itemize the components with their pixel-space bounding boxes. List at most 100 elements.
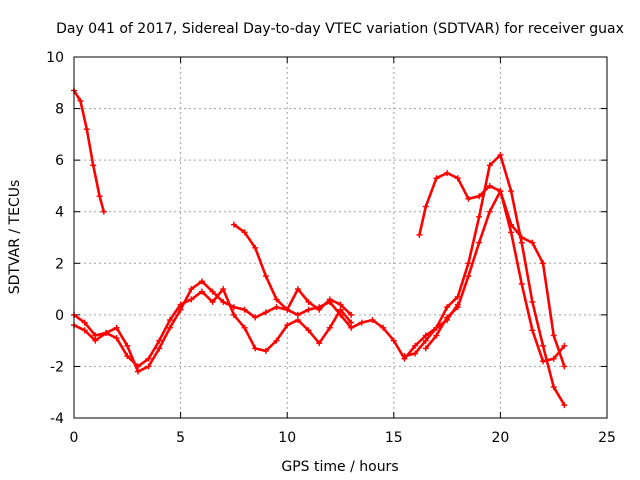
data-point <box>92 337 99 344</box>
data-point <box>294 311 301 318</box>
series-arc-c <box>71 286 355 370</box>
data-point <box>508 188 515 195</box>
data-point <box>444 170 451 177</box>
data-point <box>284 306 291 313</box>
data-point <box>262 347 269 354</box>
data-point <box>166 324 173 331</box>
chart-title: Day 041 of 2017, Sidereal Day-to-day VTE… <box>56 21 624 37</box>
data-point <box>433 332 440 339</box>
data-series <box>71 87 568 409</box>
y-tick-labels: -4 -2 0 2 4 6 8 10 <box>46 50 64 427</box>
data-point <box>433 175 440 182</box>
grid-lines <box>74 57 607 418</box>
y-tick-label: -4 <box>50 411 64 427</box>
data-point <box>422 332 429 339</box>
data-point <box>100 208 107 215</box>
y-tick-label: 0 <box>55 308 64 324</box>
x-tick-label: 25 <box>598 430 616 446</box>
data-point <box>326 296 333 303</box>
data-point <box>444 304 451 311</box>
x-tick-label: 10 <box>278 430 296 446</box>
data-point <box>540 260 547 267</box>
y-axis-title: SDTVAR / TECUs <box>7 180 23 295</box>
data-point <box>252 244 259 251</box>
series-line <box>232 223 353 317</box>
data-point <box>273 304 280 311</box>
y-tick-label: 10 <box>46 50 64 66</box>
data-point <box>401 353 408 360</box>
data-point <box>305 306 312 313</box>
data-point <box>294 286 301 293</box>
data-point <box>348 319 355 326</box>
data-point <box>177 306 184 313</box>
data-point <box>220 286 227 293</box>
data-point <box>145 355 152 362</box>
data-point <box>348 311 355 318</box>
data-point <box>241 229 248 236</box>
data-point <box>188 286 195 293</box>
data-point <box>465 260 472 267</box>
y-tick-label: 8 <box>55 102 64 118</box>
series-arc-g <box>422 188 568 370</box>
data-point <box>273 296 280 303</box>
data-point <box>550 355 557 362</box>
y-tick-label: 2 <box>55 256 64 272</box>
y-tick-label: -2 <box>50 359 64 375</box>
x-tick-label: 0 <box>70 430 79 446</box>
data-point <box>486 182 493 189</box>
data-point <box>156 337 163 344</box>
data-point <box>518 280 525 287</box>
data-point <box>550 384 557 391</box>
y-tick-label: 4 <box>55 205 64 221</box>
data-point <box>433 324 440 331</box>
data-point <box>540 358 547 365</box>
data-point <box>102 329 109 336</box>
data-point <box>422 203 429 210</box>
data-point <box>358 319 365 326</box>
data-point <box>390 337 397 344</box>
data-point <box>529 298 536 305</box>
data-point <box>380 324 387 331</box>
data-point <box>262 309 269 316</box>
series-arc-b <box>71 278 461 375</box>
data-point <box>220 298 227 305</box>
data-point <box>316 340 323 347</box>
data-point <box>454 293 461 300</box>
data-point <box>294 317 301 324</box>
data-point <box>81 327 88 334</box>
data-point <box>305 298 312 305</box>
series-arc-d <box>230 221 355 318</box>
data-point <box>550 332 557 339</box>
data-point <box>124 353 131 360</box>
data-point <box>230 311 237 318</box>
data-point <box>209 298 216 305</box>
data-point <box>337 301 344 308</box>
data-point <box>209 288 216 295</box>
data-point <box>177 301 184 308</box>
data-point <box>465 273 472 280</box>
data-point <box>454 304 461 311</box>
data-point <box>486 162 493 169</box>
data-point <box>156 345 163 352</box>
data-point <box>198 278 205 285</box>
x-tick-label: 5 <box>176 430 185 446</box>
data-point <box>454 175 461 182</box>
data-point <box>529 327 536 334</box>
x-axis-title: GPS time / hours <box>281 459 398 475</box>
data-point <box>262 273 269 280</box>
data-point <box>145 363 152 370</box>
data-point <box>508 221 515 228</box>
data-point <box>134 363 141 370</box>
data-point <box>337 306 344 313</box>
data-point <box>92 332 99 339</box>
y-tick-label: 6 <box>55 153 64 169</box>
series-arc-f <box>401 151 568 409</box>
series-line <box>403 153 566 407</box>
axis-ticks <box>73 56 608 419</box>
data-point <box>252 345 259 352</box>
data-point <box>241 306 248 313</box>
x-tick-label: 15 <box>385 430 403 446</box>
data-point <box>497 151 504 158</box>
data-point <box>540 342 547 349</box>
